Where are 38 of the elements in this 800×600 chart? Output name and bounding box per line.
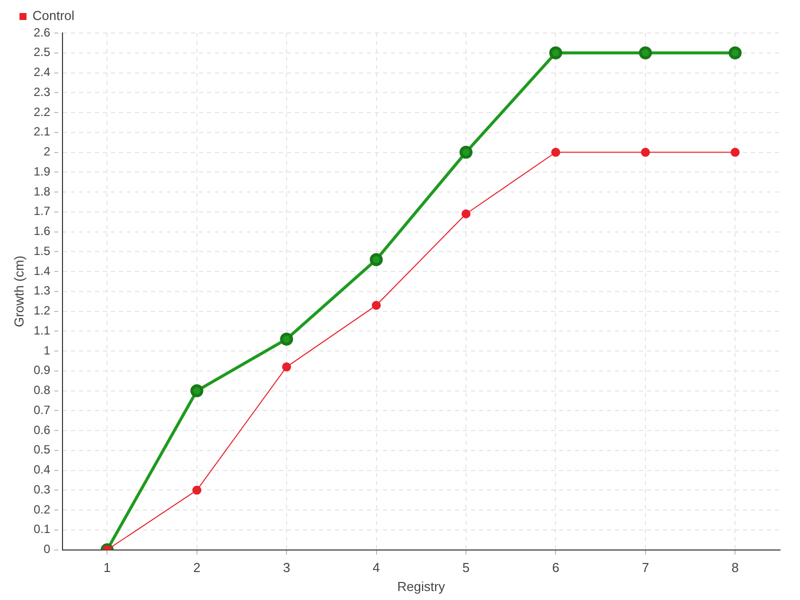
y-tick-label: 0.7 <box>34 402 51 417</box>
x-tick-label: 5 <box>462 560 470 576</box>
y-tick-label: 0 <box>44 542 51 556</box>
x-tick-label: 1 <box>104 560 111 576</box>
x-tick-label: 2 <box>193 560 200 576</box>
y-tick-label: 2 <box>44 144 51 159</box>
y-tick-label: 1.6 <box>34 224 51 238</box>
y-tick-label: 2.3 <box>34 84 51 99</box>
y-tick-label: 0.8 <box>34 383 51 398</box>
y-tick-label: 1.9 <box>34 164 51 178</box>
y-tick-label: 1.5 <box>34 244 51 258</box>
y-tick-label: 1.1 <box>34 323 51 338</box>
x-tick-label: 8 <box>732 560 739 576</box>
y-tick-label: 0.6 <box>34 422 51 437</box>
y-tick-label: 0.4 <box>34 462 51 477</box>
y-tick-label: 2.6 <box>34 25 51 40</box>
y-tick-label: 2.2 <box>34 104 51 119</box>
y-tick-label: 0.3 <box>34 482 51 496</box>
x-axis-title: Registry <box>397 578 446 594</box>
y-tick-label: 1.2 <box>34 304 51 318</box>
y-tick-label: 1 <box>44 343 51 358</box>
y-tick-label: 0.2 <box>34 502 51 516</box>
y-tick-label: 1.7 <box>34 204 51 218</box>
y-tick-label: 1.4 <box>34 264 51 278</box>
x-tick-label: 4 <box>372 560 380 576</box>
y-tick-label: 0.1 <box>34 522 51 536</box>
x-tick-label: 6 <box>552 560 560 576</box>
y-tick-label: 0.5 <box>34 442 51 457</box>
y-tick-label: 0.9 <box>34 363 51 378</box>
y-tick-label: 1.8 <box>34 184 51 198</box>
x-tick-label: 7 <box>642 560 650 576</box>
y-tick-label: 1.3 <box>34 284 51 298</box>
y-tick-label: 2.1 <box>34 124 51 139</box>
x-tick-label: 3 <box>282 560 290 576</box>
y-tick-label: 2.4 <box>34 65 51 80</box>
y-axis-title: Growth (cm) <box>11 256 26 328</box>
legend-label: Control <box>32 8 75 24</box>
y-tick-label: 2.5 <box>34 45 51 60</box>
